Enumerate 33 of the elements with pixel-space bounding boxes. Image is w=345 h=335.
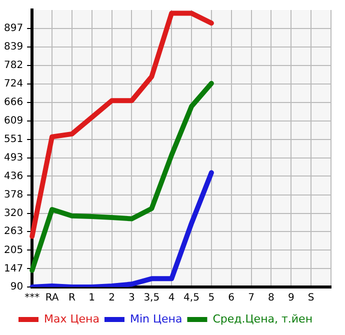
legend-label: Сред.Цена, т.йен [212,312,313,326]
y-tick-label: 551 [4,134,24,145]
y-tick-label: 839 [4,42,24,53]
y-tick-label: 320 [4,208,24,219]
legend-label: Max Цена [44,312,100,326]
x-tick-label: 1 [88,292,96,304]
x-tick-label: 3 [128,292,135,304]
x-tick-label: 3,5 [144,292,160,304]
x-tick-label: 4 [168,292,175,304]
x-tick-label: 2 [108,292,115,304]
y-tick-label: 436 [4,170,24,182]
x-tick-label: RA [45,292,59,304]
y-tick-label: 609 [4,115,24,126]
y-tick-label: 263 [4,226,24,238]
x-tick-label: 7 [248,292,254,304]
y-tick-label: 666 [4,97,24,108]
x-tick-label: 8 [268,292,274,304]
x-tick-label: S [308,292,314,304]
x-tick-label: 4,5 [184,292,200,304]
y-tick-label: 147 [4,263,24,274]
x-tick-label: 6 [228,292,235,304]
x-tick-label: 9 [288,292,294,304]
y-tick-label: 90 [10,282,24,293]
y-tick-label: 897 [4,23,24,34]
y-tick-label: 724 [4,78,24,90]
y-tick-label: 493 [4,152,24,164]
y-tick-label: 205 [4,244,24,256]
x-tick-label: *** [24,292,40,304]
x-tick-label: R [68,292,76,304]
x-tick-label: 5 [208,292,215,304]
y-tick-label: 782 [4,60,24,71]
y-tick-label: 378 [4,189,24,200]
legend-label: Min Цена [130,312,182,326]
